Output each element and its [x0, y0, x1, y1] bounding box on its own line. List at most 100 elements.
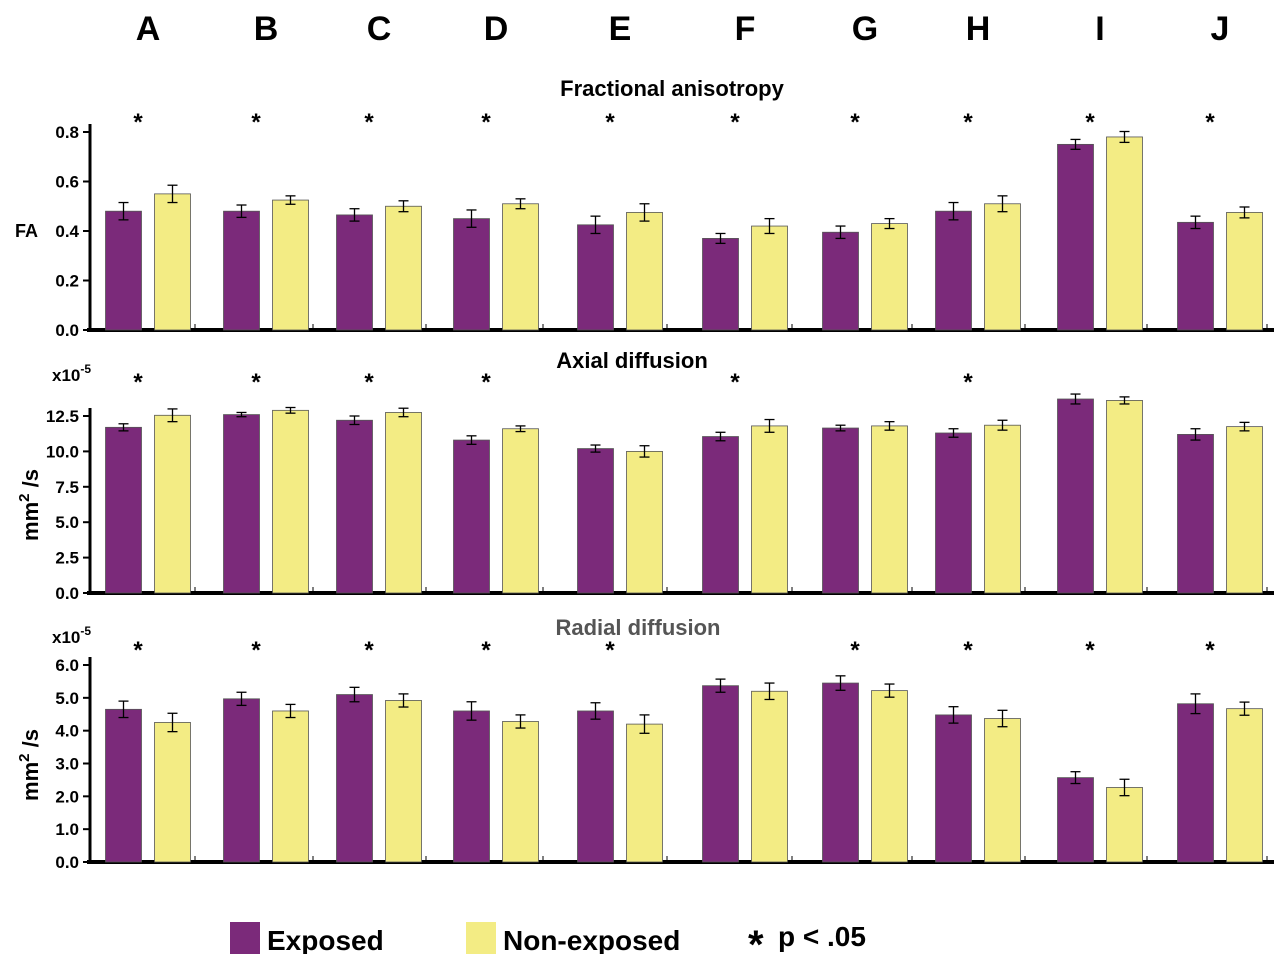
bar-non-exposed-e — [627, 724, 663, 862]
bar-non-exposed-g — [872, 426, 908, 593]
significance-star-d: * — [481, 369, 491, 396]
y-tick-label: 12.5 — [46, 407, 79, 426]
bar-non-exposed-i — [1107, 400, 1143, 593]
panel-title: Axial diffusion — [556, 348, 708, 373]
bar-exposed-f — [703, 238, 739, 330]
bar-exposed-b — [224, 415, 260, 593]
significance-star-c: * — [364, 369, 374, 396]
chart-panels: Fractional anisotropyFA0.00.20.40.60.8**… — [15, 76, 1274, 872]
bar-non-exposed-h — [985, 719, 1021, 862]
panel-title: Fractional anisotropy — [560, 76, 784, 101]
bar-exposed-d — [454, 219, 490, 330]
bar-non-exposed-a — [155, 722, 191, 862]
bar-non-exposed-a — [155, 194, 191, 330]
bar-exposed-d — [454, 440, 490, 593]
axis-multiplier: x10-5 — [52, 624, 91, 647]
category-header-g: G — [852, 10, 878, 48]
significance-star-f: * — [730, 369, 740, 396]
significance-star-d: * — [481, 109, 491, 136]
bar-non-exposed-j — [1227, 427, 1263, 593]
y-tick-label: 4.0 — [55, 722, 79, 741]
bar-exposed-j — [1178, 222, 1214, 330]
bar-non-exposed-f — [752, 691, 788, 862]
significance-star-c: * — [364, 109, 374, 136]
bar-exposed-h — [936, 715, 972, 862]
bar-exposed-b — [224, 699, 260, 862]
bar-exposed-a — [106, 211, 142, 330]
y-axis-label: mm2 /s — [16, 729, 43, 801]
panel-3: Radial diffusionx10-5mm2 /s0.01.02.03.04… — [16, 615, 1274, 872]
significance-star-b: * — [251, 109, 261, 136]
legend-swatch-exposed — [230, 922, 260, 954]
legend-swatch-non-exposed — [466, 922, 496, 954]
bar-non-exposed-c — [386, 700, 422, 862]
category-header-a: A — [136, 10, 161, 48]
category-header-d: D — [484, 10, 509, 48]
bar-exposed-i — [1058, 778, 1094, 862]
y-tick-label: 0.8 — [55, 123, 79, 142]
significance-star-e: * — [605, 109, 615, 136]
bar-non-exposed-f — [752, 226, 788, 330]
y-tick-label: 3.0 — [55, 755, 79, 774]
category-header-b: B — [254, 10, 279, 48]
y-axis-label: mm2 /s — [16, 469, 43, 541]
y-tick-label: 0.0 — [55, 584, 79, 603]
significance-star-i: * — [1085, 109, 1095, 136]
significance-star-h: * — [963, 369, 973, 396]
bar-exposed-h — [936, 211, 972, 330]
bar-exposed-e — [578, 225, 614, 330]
y-tick-label: 5.0 — [55, 513, 79, 532]
bar-non-exposed-j — [1227, 709, 1263, 862]
bar-exposed-a — [106, 427, 142, 593]
bar-non-exposed-b — [273, 410, 309, 593]
bar-non-exposed-c — [386, 412, 422, 593]
significance-star-e: * — [605, 637, 615, 664]
legend: Exposed Non-exposed * p < .05 — [230, 921, 866, 954]
panel-1: Fractional anisotropyFA0.00.20.40.60.8**… — [15, 76, 1274, 340]
bar-non-exposed-d — [503, 204, 539, 330]
bar-non-exposed-e — [627, 451, 663, 593]
y-axis-label: FA — [15, 221, 38, 241]
significance-star-c: * — [364, 637, 374, 664]
significance-star-a: * — [133, 637, 143, 664]
bar-exposed-c — [337, 215, 373, 330]
significance-star-b: * — [251, 637, 261, 664]
bar-non-exposed-a — [155, 415, 191, 593]
bar-non-exposed-b — [273, 711, 309, 862]
significance-star-a: * — [133, 369, 143, 396]
panel-2: Axial diffusionx10-5mm2 /s0.02.55.07.510… — [16, 348, 1274, 603]
y-tick-label: 0.6 — [55, 173, 79, 192]
category-header-c: C — [367, 10, 392, 48]
bar-non-exposed-d — [503, 429, 539, 593]
bar-exposed-d — [454, 711, 490, 862]
bar-non-exposed-f — [752, 426, 788, 593]
bar-non-exposed-i — [1107, 787, 1143, 862]
category-header-j: J — [1211, 10, 1230, 48]
y-tick-label: 6.0 — [55, 656, 79, 675]
significance-star-g: * — [850, 637, 860, 664]
legend-significance-symbol: * — [748, 923, 764, 954]
bar-exposed-f — [703, 437, 739, 593]
bar-non-exposed-c — [386, 206, 422, 330]
legend-label-exposed: Exposed — [267, 925, 384, 954]
significance-star-a: * — [133, 109, 143, 136]
significance-star-j: * — [1205, 637, 1215, 664]
bar-non-exposed-h — [985, 425, 1021, 593]
bar-non-exposed-j — [1227, 212, 1263, 330]
bar-non-exposed-e — [627, 212, 663, 330]
significance-star-j: * — [1205, 109, 1215, 136]
significance-star-i: * — [1085, 637, 1095, 664]
bar-exposed-b — [224, 211, 260, 330]
legend-label-non-exposed: Non-exposed — [503, 925, 680, 954]
category-header-e: E — [609, 10, 632, 48]
bar-exposed-j — [1178, 704, 1214, 862]
bar-exposed-c — [337, 695, 373, 862]
bar-exposed-g — [823, 683, 859, 862]
bar-non-exposed-d — [503, 721, 539, 862]
bar-exposed-g — [823, 232, 859, 330]
category-headers: ABCDEFGHIJ — [136, 10, 1230, 48]
bar-exposed-h — [936, 433, 972, 593]
significance-star-d: * — [481, 637, 491, 664]
bar-non-exposed-b — [273, 200, 309, 330]
